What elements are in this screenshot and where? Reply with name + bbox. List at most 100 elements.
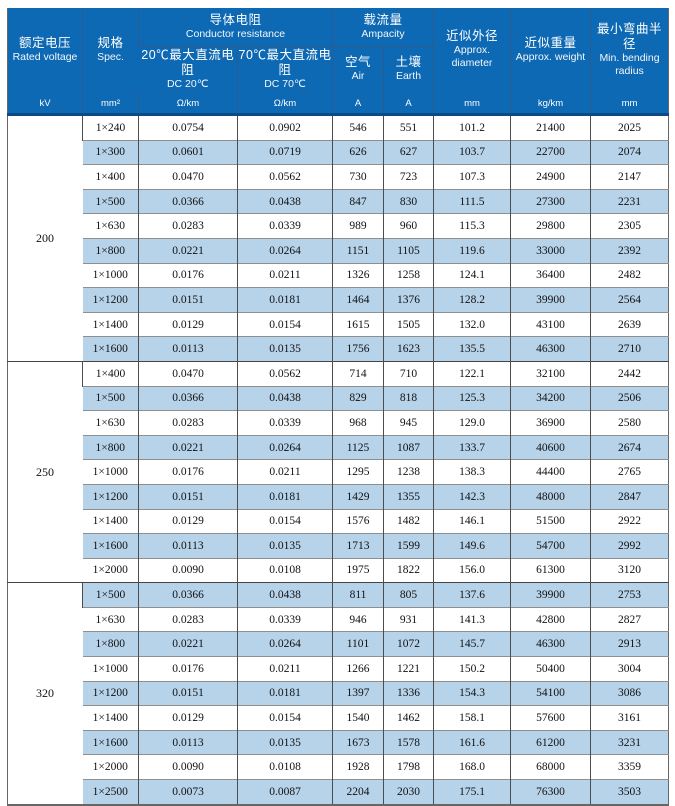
dc20-resistance-cell: 0.0283 bbox=[138, 213, 238, 239]
min-bending-radius-cell: 2506 bbox=[590, 385, 669, 411]
header-approx-diameter: 近似外径 Approx. diameter bbox=[433, 8, 511, 91]
table-row: 1×1600 0.0113 0.0135 1673 1578 161.6 61200 3231 bbox=[8, 729, 669, 755]
dc20-resistance-cell: 0.0129 bbox=[138, 311, 238, 337]
dc20-resistance-cell: 0.0470 bbox=[138, 164, 238, 190]
approx-diameter-cell: 141.3 bbox=[433, 606, 511, 632]
ampacity-air-cell: 1464 bbox=[332, 287, 384, 313]
approx-diameter-cell: 111.5 bbox=[433, 188, 511, 214]
ampacity-air-cell: 1928 bbox=[332, 754, 384, 780]
approx-weight-cell: 27300 bbox=[510, 188, 591, 214]
approx-diameter-cell: 101.2 bbox=[433, 114, 511, 141]
table-row: 1×300 0.0601 0.0719 626 627 103.7 22700 2074 bbox=[8, 139, 669, 165]
ampacity-air-cell: 1326 bbox=[332, 262, 384, 288]
unit-kg-km: kg/km bbox=[537, 98, 564, 109]
ampacity-earth-cell: 1087 bbox=[383, 434, 434, 460]
ampacity-earth-cell: 710 bbox=[383, 360, 434, 387]
min-bending-radius-cell: 2025 bbox=[590, 114, 669, 141]
ampacity-air-cell: 1295 bbox=[332, 459, 384, 485]
min-bending-radius-cell: 2442 bbox=[590, 360, 669, 387]
header-approx-weight-zh: 近似重量 bbox=[524, 35, 577, 50]
dc20-resistance-cell: 0.0754 bbox=[138, 114, 238, 141]
spec-cell: 1×2000 bbox=[82, 557, 139, 583]
dc20-resistance-cell: 0.0073 bbox=[138, 779, 238, 805]
approx-weight-cell: 76300 bbox=[510, 779, 591, 805]
ampacity-air-cell: 946 bbox=[332, 606, 384, 632]
dc70-resistance-cell: 0.0562 bbox=[237, 360, 333, 387]
approx-weight-cell: 68000 bbox=[510, 754, 591, 780]
header-conductor-resistance-zh: 导体电阻 bbox=[209, 13, 262, 27]
ampacity-earth-cell: 1798 bbox=[383, 754, 434, 780]
table-row: 200 1×240 0.0754 0.0902 546 551 101.2 21400 2025 bbox=[7, 114, 669, 362]
ampacity-air-cell: 1101 bbox=[332, 631, 384, 657]
dc70-resistance-cell: 0.0438 bbox=[237, 188, 333, 214]
spec-cell: 1×500 bbox=[82, 582, 139, 608]
approx-diameter-cell: 156.0 bbox=[433, 557, 511, 583]
dc20-resistance-cell: 0.0176 bbox=[138, 459, 238, 485]
dc70-resistance-cell: 0.0339 bbox=[237, 410, 333, 436]
dc70-resistance-cell: 0.0154 bbox=[237, 311, 333, 337]
header-approx-diameter-en: Approx. diameter bbox=[451, 44, 493, 69]
spec-cell: 1×1000 bbox=[82, 459, 139, 485]
spec-cell: 1×1000 bbox=[82, 656, 139, 682]
ampacity-earth-cell: 1462 bbox=[383, 705, 434, 731]
dc20-resistance-cell: 0.0221 bbox=[138, 237, 238, 264]
ampacity-air-cell: 2204 bbox=[332, 779, 384, 805]
ampacity-earth-cell: 1105 bbox=[383, 237, 434, 264]
spec-cell: 1×1600 bbox=[82, 729, 139, 755]
min-bending-radius-cell: 2482 bbox=[590, 262, 669, 288]
approx-weight-cell: 61300 bbox=[510, 557, 591, 583]
dc70-resistance-cell: 0.0438 bbox=[237, 582, 333, 608]
header-approx-weight: 近似重量 Approx. weight bbox=[510, 8, 591, 91]
approx-weight-cell: 44400 bbox=[510, 459, 591, 485]
ampacity-air-cell: 730 bbox=[332, 164, 384, 190]
table-row: 1×1000 0.0176 0.0211 1295 1238 138.3 44400 2765 bbox=[8, 459, 669, 485]
min-bending-radius-cell: 2753 bbox=[590, 582, 669, 608]
ampacity-air-cell: 1540 bbox=[332, 705, 384, 731]
ampacity-earth-cell: 1336 bbox=[383, 680, 434, 706]
spec-cell: 1×300 bbox=[82, 139, 139, 165]
ampacity-air-cell: 1975 bbox=[332, 557, 384, 583]
dc70-resistance-cell: 0.0181 bbox=[237, 483, 333, 509]
table-row: 1×630 0.0283 0.0339 989 960 115.3 29800 2305 bbox=[8, 213, 669, 239]
dc70-resistance-cell: 0.0181 bbox=[237, 680, 333, 706]
ampacity-air-cell: 829 bbox=[332, 385, 384, 411]
approx-weight-cell: 33000 bbox=[510, 237, 591, 264]
ampacity-earth-cell: 1482 bbox=[383, 508, 434, 534]
table-body: 200 1×240 0.0754 0.0902 546 551 101.2 21400 2025… bbox=[7, 114, 669, 805]
table-row: 1×1400 0.0129 0.0154 1540 1462 158.1 57600 3161 bbox=[8, 705, 669, 731]
min-bending-radius-cell: 2710 bbox=[590, 336, 669, 362]
dc20-resistance-cell: 0.0221 bbox=[138, 631, 238, 657]
header-dc20-en: DC 20℃ bbox=[166, 77, 209, 90]
table-row: 1×1000 0.0176 0.0211 1326 1258 124.1 36400 2482 bbox=[8, 262, 669, 288]
ampacity-air-cell: 626 bbox=[332, 139, 384, 165]
rated-voltage-cell: 200 bbox=[7, 114, 83, 362]
spec-cell: 1×2500 bbox=[82, 779, 139, 805]
min-bending-radius-cell: 3503 bbox=[590, 779, 669, 805]
approx-weight-cell: 36400 bbox=[510, 262, 591, 288]
ampacity-air-cell: 1429 bbox=[332, 483, 384, 509]
approx-weight-cell: 39900 bbox=[510, 287, 591, 313]
approx-weight-cell: 39900 bbox=[510, 582, 591, 608]
spec-cell: 1×630 bbox=[82, 410, 139, 436]
approx-diameter-cell: 161.6 bbox=[433, 729, 511, 755]
approx-diameter-cell: 115.3 bbox=[433, 213, 511, 239]
header-approx-weight-en: Approx. weight bbox=[515, 50, 586, 63]
dc20-resistance-cell: 0.0366 bbox=[138, 582, 238, 608]
table-row: 1×800 0.0221 0.0264 1125 1087 133.7 40600 2674 bbox=[8, 434, 669, 460]
dc70-resistance-cell: 0.0339 bbox=[237, 606, 333, 632]
ampacity-earth-cell: 723 bbox=[383, 164, 434, 190]
table-row: 1×1400 0.0129 0.0154 1576 1482 146.1 51500 2922 bbox=[8, 508, 669, 534]
table-row: 1×500 0.0366 0.0438 829 818 125.3 34200 2506 bbox=[8, 385, 669, 411]
table-row: 1×2500 0.0073 0.0087 2204 2030 175.1 76300 3503 bbox=[8, 779, 669, 805]
approx-diameter-cell: 138.3 bbox=[433, 459, 511, 485]
header-rated-voltage: 额定电压 Rated voltage bbox=[7, 8, 83, 91]
ampacity-earth-cell: 1221 bbox=[383, 656, 434, 682]
table-row: 1×1600 0.0113 0.0135 1713 1599 149.6 54700 2992 bbox=[8, 533, 669, 559]
dc20-resistance-cell: 0.0151 bbox=[138, 483, 238, 509]
approx-diameter-cell: 128.2 bbox=[433, 287, 511, 313]
approx-diameter-cell: 158.1 bbox=[433, 705, 511, 731]
ampacity-air-cell: 1125 bbox=[332, 434, 384, 460]
ampacity-earth-cell: 830 bbox=[383, 188, 434, 214]
dc20-resistance-cell: 0.0151 bbox=[138, 680, 238, 706]
header-min-bending-radius-en: Min. bending radius bbox=[599, 51, 660, 77]
